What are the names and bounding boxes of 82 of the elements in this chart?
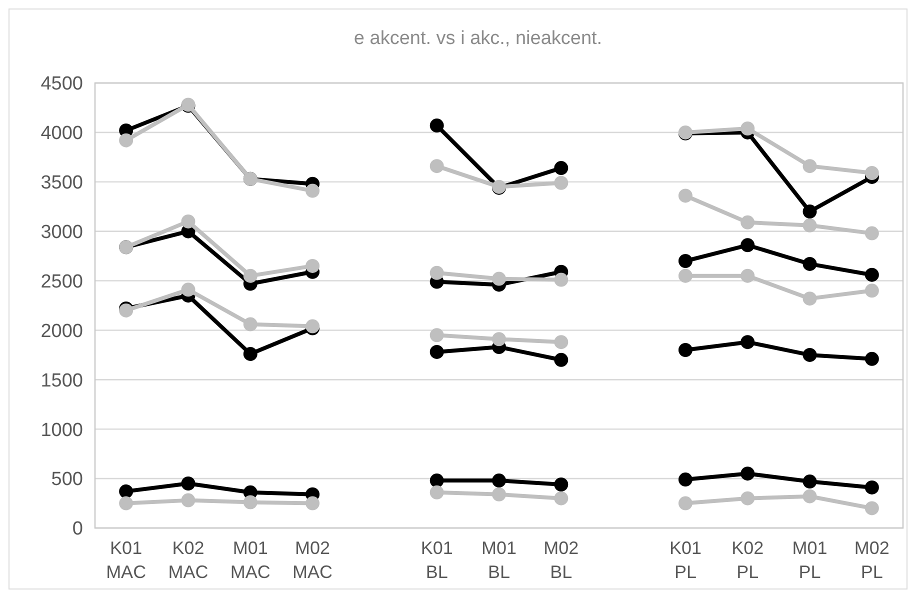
y-tick-label: 3500 [40,172,83,194]
point [740,215,755,230]
y-tick-label: 500 [51,469,83,490]
point [740,268,755,283]
point [119,484,134,498]
point [181,282,196,297]
point [864,480,879,494]
x-tick-label: M01 BL [481,538,517,582]
point [554,176,568,190]
point [243,495,258,510]
point [430,344,444,359]
point [740,491,755,506]
point [430,328,444,342]
point [678,472,692,487]
chart-title: e akcent. vs i akc., nieakcent. [354,28,602,49]
x-tick-label: K02 MAC [168,538,208,582]
point [802,348,817,362]
point [430,474,444,488]
point [554,161,568,176]
point [802,489,817,504]
point [864,352,879,366]
point [306,258,320,273]
point [492,272,506,286]
y-tick-label: 2500 [40,271,83,292]
y-tick-label: 2000 [40,320,83,342]
x-tick-label: K01 PL [669,538,702,582]
point [554,352,568,367]
point [864,268,879,282]
point [492,474,506,488]
point [181,476,196,490]
point [864,284,879,298]
point [864,226,879,240]
x-tick-label: M02 BL [544,538,579,582]
point [430,118,444,133]
point [678,343,692,357]
x-tick-label: K01 MAC [106,538,146,582]
y-tick-label: 3000 [40,222,83,243]
point [554,272,568,287]
x-tick-label: M02 MAC [292,538,333,582]
point [740,466,755,481]
y-tick-label: 1500 [40,370,83,392]
point [678,496,692,510]
point [306,496,320,510]
point [802,292,817,306]
point [119,133,134,148]
point [678,268,692,283]
point [554,491,568,506]
x-tick-label: M01 PL [792,538,828,582]
point [802,204,817,219]
point [678,188,692,203]
point [864,501,879,516]
point [430,159,444,174]
point [430,485,444,500]
x-tick-label: M02 PL [854,538,890,582]
y-tick-label: 4500 [40,74,83,95]
point [554,477,568,492]
point [492,332,506,346]
y-tick-label: 4000 [40,123,83,144]
x-tick-label: M01 MAC [230,538,270,582]
x-tick-label: K01 BL [420,538,453,582]
point [430,266,444,280]
point [492,487,506,502]
point [554,335,568,350]
point [802,159,817,174]
point [740,121,755,136]
point [243,317,258,332]
point [678,254,692,268]
point [802,474,817,489]
point [802,218,817,232]
point [243,268,258,283]
point [802,256,817,271]
point [306,184,320,198]
y-tick-label: 0 [72,518,83,540]
x-tick-label: K02 PL [732,538,764,582]
point [119,496,134,510]
point [243,346,258,361]
point [864,166,879,180]
point [740,335,755,350]
y-tick-label: 1000 [40,420,83,441]
point [181,214,196,228]
point [740,238,755,252]
point [181,493,196,508]
